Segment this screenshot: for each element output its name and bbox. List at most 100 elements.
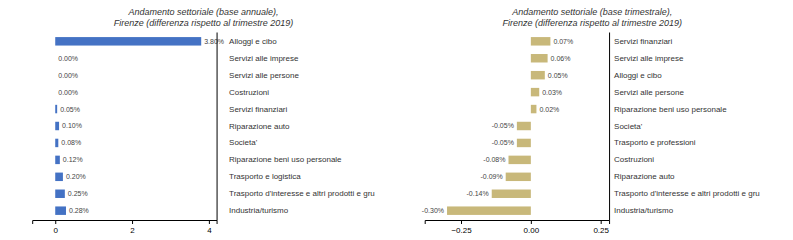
bar	[55, 190, 65, 198]
category-label: Costruzioni	[229, 88, 269, 97]
category-label: Riparazione beni uso personale	[614, 105, 727, 114]
title-line: Andamento settoriale (base trimestrale),	[511, 7, 672, 17]
bar	[531, 37, 551, 45]
tick-mark	[531, 220, 532, 224]
category-label: Riparazione auto	[229, 122, 290, 131]
category-label: Alloggi e cibo	[614, 71, 662, 80]
data-label: 0.12%	[63, 156, 83, 163]
tick: Servizi alle persone	[614, 88, 684, 97]
category-label: Servizi alle persone	[614, 88, 684, 97]
title: Andamento settoriale (base annuale),Fire…	[114, 7, 294, 28]
bar	[506, 173, 531, 181]
tick: Societa'	[614, 122, 643, 131]
data-label: -0.05%	[492, 139, 514, 146]
tick: −0.25	[451, 220, 472, 235]
tick: Alloggi e cibo	[614, 71, 662, 80]
data-label: -0.08%	[483, 156, 505, 163]
category-label: Alloggi e cibo	[229, 37, 277, 46]
tick: Societa'	[229, 138, 258, 147]
tick: Servizi alle imprese	[229, 54, 299, 63]
bar	[508, 156, 530, 164]
tick: 4	[207, 220, 212, 235]
category-label: Costruzioni	[614, 155, 654, 164]
tick-label: 0	[54, 226, 59, 235]
bars	[447, 37, 550, 215]
bar	[55, 122, 59, 130]
bar	[55, 105, 57, 113]
tick: Trasporto e logistica	[229, 172, 301, 181]
tick-mark	[55, 220, 56, 224]
category-label: Servizi alle imprese	[229, 54, 299, 63]
category-label: Servizi finanziari	[229, 105, 287, 114]
category-label: Riparazione auto	[614, 172, 675, 181]
data-label: -0.09%	[481, 173, 503, 180]
data-label: -0.30%	[422, 207, 444, 214]
tick-label: 0.25	[593, 226, 609, 235]
data-label: -0.05%	[492, 122, 514, 129]
tick-label: −0.25	[451, 226, 472, 235]
data-label: 0.10%	[62, 122, 82, 129]
tick: Servizi finanziari	[614, 37, 672, 46]
data-label: 0.28%	[69, 207, 89, 214]
tick: Riparazione beni uso personale	[229, 155, 342, 164]
chart-svg: 0243.80%0.00%0.00%0.00%0.05%0.10%0.08%0.…	[0, 0, 793, 240]
data-label: 0.20%	[66, 173, 86, 180]
data-label: 0.00%	[58, 89, 78, 96]
category-label: Trasporto d'interesse e altri prodotti e…	[229, 189, 375, 198]
bar	[447, 206, 531, 214]
data-label: 0.00%	[58, 72, 78, 79]
category-label: Industria/turismo	[614, 206, 674, 215]
y-axis: Servizi finanziari Servizi alle imprese Al…	[610, 33, 760, 221]
x-axis: −0.25 0.00 0.25	[425, 220, 609, 235]
category-label: Servizi finanziari	[614, 37, 672, 46]
tick: Servizi alle imprese	[614, 54, 684, 63]
panel: −0.250.000.250.07%0.06%0.05%0.03%0.02%-0…	[422, 7, 760, 235]
bar	[517, 122, 531, 130]
tick-label: 4	[207, 226, 212, 235]
bar	[492, 190, 531, 198]
chart-root: 0243.80%0.00%0.00%0.00%0.05%0.10%0.08%0.…	[0, 0, 793, 240]
data-label: 3.80%	[204, 38, 224, 45]
tick-mark	[132, 220, 133, 224]
tick: Trasporto d'interesse e altri prodotti e…	[229, 189, 375, 198]
category-label: Industria/turismo	[229, 206, 289, 215]
axis-line	[33, 221, 217, 225]
title-line: Firenze (differenza rispetto al trimestr…	[114, 18, 294, 28]
data-label: -0.14%	[467, 190, 489, 197]
tick: Servizi finanziari	[229, 105, 287, 114]
category-label: Riparazione beni uso personale	[229, 155, 342, 164]
data-labels: 3.80%0.00%0.00%0.00%0.05%0.10%0.08%0.12%…	[58, 38, 224, 214]
data-label: 0.00%	[58, 55, 78, 62]
bar	[55, 139, 58, 147]
x-axis: 024	[33, 220, 217, 235]
tick: Costruzioni	[229, 88, 269, 97]
tick: Trasporto d'interesse e altri prodotti e…	[614, 189, 760, 198]
axis-line	[217, 33, 218, 221]
panel: 0243.80%0.00%0.00%0.00%0.05%0.10%0.08%0.…	[33, 7, 375, 235]
category-label: Societa'	[614, 122, 643, 131]
bar	[55, 206, 66, 214]
tick-mark	[209, 220, 210, 224]
bar	[531, 71, 545, 79]
tick: Alloggi e cibo	[229, 37, 277, 46]
data-label: 0.02%	[539, 106, 559, 113]
title: Andamento settoriale (base trimestrale),…	[502, 7, 682, 28]
tick: Riparazione auto	[614, 172, 675, 181]
tick: Riparazione auto	[229, 122, 290, 131]
title-line: Firenze (differenza rispetto al trimestr…	[502, 18, 682, 28]
tick: Costruzioni	[614, 155, 654, 164]
bar	[55, 54, 56, 62]
tick: Riparazione beni uso personale	[614, 105, 727, 114]
bar	[55, 173, 63, 181]
category-label: Societa'	[229, 138, 258, 147]
category-label: Trasporto e logistica	[229, 172, 301, 181]
data-label: 0.08%	[61, 139, 81, 146]
bar	[55, 71, 56, 79]
bars	[55, 37, 201, 215]
tick-label: 0.00	[524, 226, 540, 235]
category-label: Trasporto d'interesse e altri prodotti e…	[614, 189, 760, 198]
tick-mark	[461, 220, 462, 224]
data-labels: 0.07%0.06%0.05%0.03%0.02%-0.05%-0.05%-0.…	[422, 38, 573, 214]
data-label: 0.07%	[553, 38, 573, 45]
tick: Industria/turismo	[229, 206, 289, 215]
